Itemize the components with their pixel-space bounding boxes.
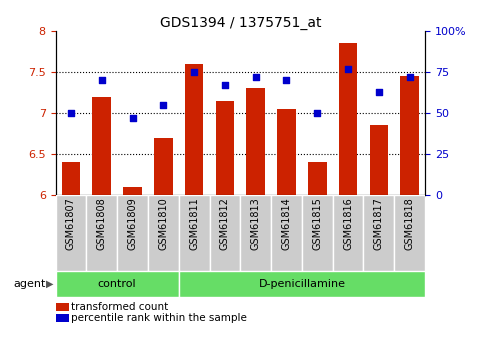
Bar bbox=[179, 195, 210, 271]
Bar bbox=[92, 97, 111, 195]
Point bbox=[98, 78, 106, 83]
Bar bbox=[369, 125, 388, 195]
Point bbox=[67, 110, 75, 116]
Text: GSM61815: GSM61815 bbox=[313, 197, 322, 250]
Bar bbox=[86, 195, 117, 271]
Point bbox=[159, 102, 167, 108]
Bar bbox=[56, 303, 69, 311]
Bar bbox=[56, 195, 86, 271]
Point bbox=[128, 115, 136, 121]
Text: GSM61807: GSM61807 bbox=[66, 197, 76, 250]
Bar bbox=[400, 76, 419, 195]
Bar bbox=[271, 195, 302, 271]
Bar bbox=[240, 195, 271, 271]
Point bbox=[313, 110, 321, 116]
Bar bbox=[154, 138, 172, 195]
Point bbox=[375, 89, 383, 95]
Bar bbox=[210, 195, 240, 271]
Text: control: control bbox=[98, 279, 136, 289]
Text: GSM61810: GSM61810 bbox=[158, 197, 168, 250]
Text: agent: agent bbox=[14, 279, 46, 289]
Text: ▶: ▶ bbox=[45, 279, 53, 289]
Bar bbox=[277, 109, 296, 195]
Bar bbox=[56, 314, 69, 322]
Text: GSM61808: GSM61808 bbox=[97, 197, 107, 250]
Point bbox=[190, 69, 198, 75]
Bar bbox=[333, 195, 364, 271]
Point bbox=[283, 78, 290, 83]
Title: GDS1394 / 1375751_at: GDS1394 / 1375751_at bbox=[159, 16, 321, 30]
Bar bbox=[394, 195, 425, 271]
Bar bbox=[179, 271, 425, 297]
Point bbox=[344, 66, 352, 71]
Point bbox=[252, 74, 259, 80]
Bar bbox=[123, 187, 142, 195]
Text: GSM61812: GSM61812 bbox=[220, 197, 230, 250]
Bar bbox=[117, 195, 148, 271]
Text: GSM61816: GSM61816 bbox=[343, 197, 353, 250]
Bar bbox=[185, 64, 203, 195]
Text: GSM61814: GSM61814 bbox=[282, 197, 291, 250]
Bar bbox=[308, 162, 327, 195]
Bar bbox=[364, 195, 394, 271]
Bar bbox=[302, 195, 333, 271]
Text: GSM61818: GSM61818 bbox=[405, 197, 414, 250]
Text: percentile rank within the sample: percentile rank within the sample bbox=[71, 313, 247, 323]
Bar bbox=[246, 88, 265, 195]
Text: GSM61813: GSM61813 bbox=[251, 197, 261, 250]
Text: GSM61811: GSM61811 bbox=[189, 197, 199, 250]
Bar bbox=[215, 101, 234, 195]
Point bbox=[221, 82, 229, 88]
Bar bbox=[148, 195, 179, 271]
Bar bbox=[339, 43, 357, 195]
Text: D-penicillamine: D-penicillamine bbox=[258, 279, 345, 289]
Text: transformed count: transformed count bbox=[71, 302, 168, 312]
Text: GSM61809: GSM61809 bbox=[128, 197, 138, 250]
Bar bbox=[56, 271, 179, 297]
Bar bbox=[62, 162, 80, 195]
Text: GSM61817: GSM61817 bbox=[374, 197, 384, 250]
Point bbox=[406, 74, 413, 80]
